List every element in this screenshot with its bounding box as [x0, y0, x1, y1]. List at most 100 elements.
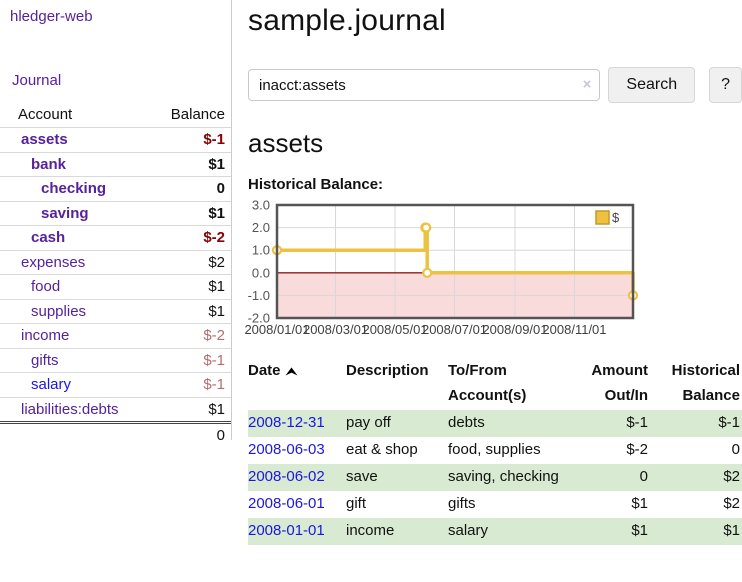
account-balance: $-1: [203, 131, 225, 148]
transaction-accounts: saving, checking: [448, 468, 559, 485]
account-link[interactable]: checking: [41, 180, 107, 197]
svg-text:2008/07/01: 2008/07/01: [422, 322, 487, 337]
account-link[interactable]: saving: [41, 204, 89, 222]
account-link[interactable]: cash: [31, 229, 66, 246]
transaction-balance: $2: [723, 468, 740, 485]
svg-text:$: $: [612, 210, 620, 225]
account-link[interactable]: expenses: [21, 253, 86, 271]
accounts-table: Account Balance assets $-1 bank $1 checking 0…: [0, 104, 231, 447]
transaction-amount: $1: [631, 522, 648, 539]
historical-balance-chart: $3.0 2.0 1.0 0.0 -1.0 -2.0 2008/01/01 2008/03/0…: [242, 197, 646, 343]
register-row: 2008-12-31 pay off debts $-1 $-1: [248, 410, 742, 437]
search-form: × Search ?: [248, 67, 742, 103]
transaction-balance: $-1: [718, 414, 740, 431]
sidebar-account-salary: salary $-1: [0, 372, 231, 397]
transaction-amount: 0: [639, 468, 648, 485]
transaction-date-link[interactable]: 2008-06-03: [248, 441, 325, 458]
register-row: 2008-06-03 eat & shop food, supplies $-2 0: [248, 437, 742, 464]
column-header-description: Description: [346, 362, 429, 379]
account-balance: $1: [208, 278, 225, 295]
balance-chart-svg[interactable]: $3.0 2.0 1.0 0.0 -1.0 -2.02008/01/012008/03/0…: [242, 197, 646, 343]
transaction-amount: $-1: [626, 414, 648, 431]
sidebar-account-liabilities-debts: liabilities:debts $1: [0, 396, 231, 422]
account-balance: $-1: [203, 376, 225, 393]
clear-search-icon[interactable]: ×: [582, 76, 592, 93]
accounts-table-header: Account Balance: [0, 104, 231, 127]
transaction-amount: $1: [631, 495, 648, 512]
sidebar-account-expenses: expenses $2: [0, 249, 231, 275]
register-header-row: Date Description To/From Account(s) Amou…: [248, 356, 742, 410]
account-balance: 0: [216, 180, 225, 197]
transaction-accounts: gifts: [448, 495, 476, 512]
transaction-date-link[interactable]: 2008-06-02: [248, 468, 325, 485]
sidebar-account-bank: bank $1: [0, 151, 231, 177]
account-link[interactable]: salary: [31, 376, 72, 393]
account-balance: $-1: [203, 351, 225, 369]
transaction-balance: $1: [723, 522, 740, 539]
account-link[interactable]: supplies: [31, 302, 87, 320]
sidebar-account-assets: assets $-1: [0, 127, 231, 152]
transaction-description: gift: [346, 495, 367, 512]
transaction-description: save: [346, 468, 378, 485]
svg-text:2008/05/01: 2008/05/01: [362, 322, 427, 337]
svg-text:-2.0: -2.0: [248, 311, 270, 326]
svg-text:1.0: 1.0: [252, 243, 270, 258]
sidebar-account-food: food $1: [0, 274, 231, 299]
column-header-balance: Historical Balance: [671, 362, 740, 404]
sidebar-account-cash: cash $-2: [0, 225, 231, 250]
account-link[interactable]: liabilities:debts: [21, 400, 119, 418]
transaction-accounts: salary: [448, 522, 489, 539]
account-link[interactable]: food: [31, 278, 61, 295]
account-balance: $-2: [203, 327, 225, 344]
account-balance: $1: [208, 302, 225, 320]
account-column-header: Account: [18, 106, 73, 123]
accounts-total: 0: [0, 421, 231, 447]
account-link[interactable]: bank: [31, 155, 67, 173]
transaction-balance: $2: [723, 495, 740, 512]
svg-text:0.0: 0.0: [252, 265, 270, 280]
svg-text:2008/01/01: 2008/01/01: [244, 322, 309, 337]
sidebar-account-gifts: gifts $-1: [0, 347, 231, 373]
sidebar-account-income: income $-2: [0, 323, 231, 348]
search-box: ×: [248, 69, 601, 101]
column-header-amount: Amount Out/In: [591, 362, 648, 404]
transaction-date-link[interactable]: 2008-12-31: [248, 414, 325, 431]
register-row: 2008-06-01 gift gifts $1 $2: [248, 491, 742, 518]
svg-text:2008/11/01: 2008/11/01: [542, 322, 606, 337]
account-title: assets: [248, 128, 324, 158]
transaction-date-link[interactable]: 2008-01-01: [248, 522, 325, 539]
balance-column-header: Balance: [170, 106, 225, 123]
help-button[interactable]: ?: [709, 67, 742, 103]
account-link[interactable]: gifts: [31, 351, 59, 369]
sort-ascending-icon: [285, 359, 298, 384]
account-balance: $-2: [203, 229, 225, 246]
transaction-description: income: [346, 522, 395, 539]
svg-text:2008/03/01: 2008/03/01: [303, 322, 368, 337]
page-title: sample.journal: [248, 4, 446, 37]
account-balance: $1: [208, 204, 225, 222]
account-link[interactable]: income: [21, 327, 70, 344]
sidebar: hledger-web Journal Account Balance asse…: [0, 0, 232, 444]
column-header-accounts: To/From Account(s): [448, 362, 527, 404]
svg-text:2008/09/01: 2008/09/01: [482, 322, 547, 337]
transaction-description: eat & shop: [346, 441, 418, 458]
svg-text:2.0: 2.0: [252, 220, 270, 235]
transaction-date-link[interactable]: 2008-06-01: [248, 495, 325, 512]
sidebar-account-supplies: supplies $1: [0, 298, 231, 324]
sidebar-item-journal[interactable]: Journal: [12, 72, 62, 89]
register-row: 2008-06-02 save saving, checking 0 $2: [248, 464, 742, 491]
search-input[interactable]: [248, 69, 601, 101]
column-header-date[interactable]: Date: [248, 356, 346, 410]
account-balance: $1: [208, 400, 225, 418]
transaction-accounts: food, supplies: [448, 441, 541, 458]
transaction-accounts: debts: [448, 414, 485, 431]
svg-text:3.0: 3.0: [252, 198, 270, 213]
register-table: Date Description To/From Account(s) Amou…: [248, 356, 742, 545]
app-brand-link[interactable]: hledger-web: [10, 8, 93, 25]
sidebar-account-saving: saving $1: [0, 200, 231, 226]
transaction-balance: 0: [731, 441, 740, 458]
account-balance: $2: [208, 253, 225, 271]
search-button[interactable]: Search: [608, 67, 696, 103]
account-link[interactable]: assets: [21, 131, 68, 148]
sidebar-account-checking: checking 0: [0, 176, 231, 201]
